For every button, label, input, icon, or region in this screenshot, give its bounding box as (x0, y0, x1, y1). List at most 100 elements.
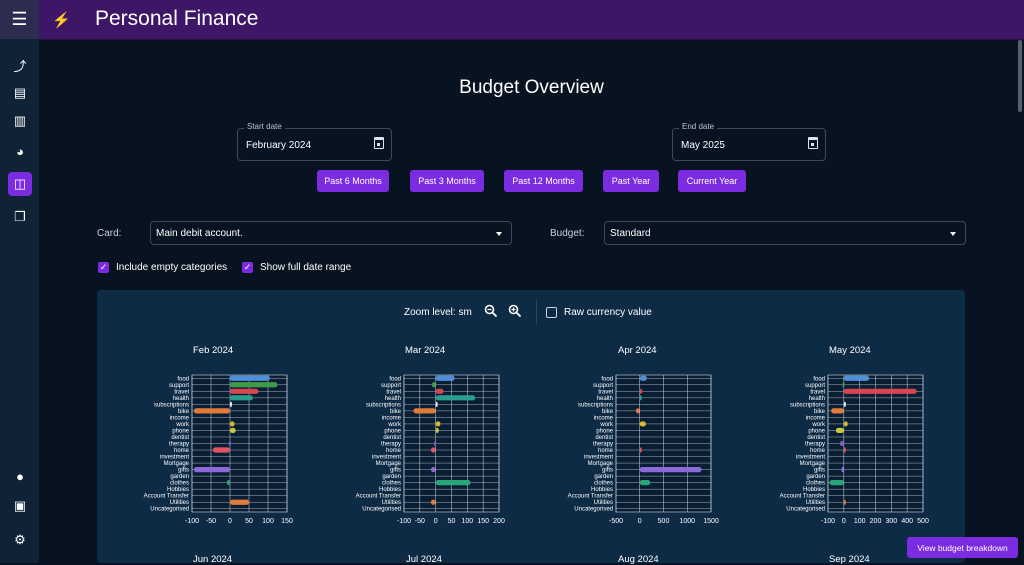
chart-title: May 2024 (829, 345, 871, 356)
category-label: gifts (178, 468, 189, 474)
category-label: dentist (595, 435, 613, 441)
category-label: work (811, 422, 826, 428)
category-label: clothes (594, 481, 613, 487)
bar (639, 447, 642, 453)
category-label: income (382, 415, 402, 421)
tick-label: -100 (821, 518, 835, 525)
budget-select[interactable]: Standard (604, 221, 966, 245)
bar (430, 499, 436, 505)
category-label: subscriptions (154, 402, 189, 408)
month-label: Jul 2024 (406, 554, 442, 565)
tick-label: 0 (842, 518, 846, 525)
preset-past-year-button[interactable]: Past Year (603, 170, 659, 192)
category-label: health (385, 396, 401, 402)
preset-past-6-months-button[interactable]: Past 6 Months (317, 170, 389, 192)
page-title: Budget Overview (459, 77, 604, 98)
tick-label: 200 (870, 518, 882, 525)
category-label: Uncategorised (362, 507, 401, 513)
category-label: gifts (602, 468, 613, 474)
category-label: Account Transfer (356, 494, 401, 500)
end-date-field[interactable]: End date May 2025 (672, 122, 826, 161)
pie-chart-icon[interactable]: ◕ (16, 143, 24, 159)
category-label: bike (178, 409, 190, 415)
budget-chart: -100 -50 0 50 100 150 foodsupporttravelhealths… (144, 374, 293, 525)
category-label: support (169, 383, 189, 389)
category-label: travel (174, 389, 189, 395)
bar (843, 388, 917, 394)
start-date-field[interactable]: Start date February 2024 (237, 122, 392, 161)
month-label: Jun 2024 (193, 554, 233, 565)
category-label: Utilities (806, 500, 825, 506)
include-empty-checkbox[interactable]: ✓ (98, 262, 109, 273)
divider (536, 300, 537, 324)
bar (835, 427, 844, 434)
category-label: Account Transfer (144, 494, 189, 500)
bar (230, 388, 259, 394)
tick-label: 50 (448, 518, 456, 525)
person-icon[interactable]: ● (16, 468, 24, 484)
bar (829, 480, 844, 486)
category-label: food (177, 376, 189, 382)
category-label: garden (806, 474, 825, 480)
full-range-checkbox[interactable]: ✓ (242, 262, 253, 273)
bar (842, 382, 845, 388)
sidebar: ⤴ ▤ ▥ ◕ ◫ ❐ ● ▣ ⚙ (0, 39, 39, 563)
trend-logo-icon: ⚡ (52, 12, 71, 29)
tick-label: 100 (262, 518, 274, 525)
category-label: Hobbies (167, 487, 189, 493)
line-chart-icon[interactable]: ⤴ (13, 58, 27, 74)
tick-label: -50 (206, 518, 216, 525)
tick-label: 500 (658, 518, 670, 525)
month-label: Sep 2024 (829, 554, 870, 565)
month-label: Aug 2024 (618, 554, 659, 565)
bar (230, 499, 249, 505)
calendar-icon[interactable] (374, 137, 384, 149)
bar (843, 421, 848, 427)
category-label: Mortgage (588, 461, 614, 467)
category-label: phone (596, 428, 613, 434)
settings-icon[interactable]: ⚙ (14, 532, 26, 547)
bar (430, 466, 436, 473)
category-label: Uncategorised (150, 507, 189, 513)
bar (435, 421, 441, 427)
bar (841, 466, 844, 473)
category-label: garden (382, 474, 401, 480)
bar (193, 408, 230, 414)
list-icon[interactable]: ▤ (13, 85, 27, 100)
budget-label: Budget: (550, 228, 585, 239)
bar (230, 427, 236, 434)
category-label: Utilities (170, 500, 189, 506)
bar (434, 440, 437, 447)
budget-chart: -500 0 500 1000 1500 foodsupporttravelhealths… (568, 374, 719, 525)
preset-past-12-months-button[interactable]: Past 12 Months (504, 170, 583, 192)
category-label: travel (598, 389, 613, 395)
preset-past-3-months-button[interactable]: Past 3 Months (410, 170, 484, 192)
card-select[interactable]: Main debit account. (150, 221, 512, 245)
scrollbar-thumb[interactable] (1018, 40, 1022, 112)
raw-currency-checkbox[interactable] (546, 307, 557, 318)
category-label: clothes (170, 481, 189, 487)
zoom-in-icon[interactable] (507, 303, 523, 319)
money-icon[interactable]: ▣ (13, 498, 27, 513)
calendar-icon[interactable] (808, 137, 818, 149)
menu-icon[interactable]: ☰ (0, 0, 39, 39)
bar (639, 421, 646, 427)
tick-label: 1500 (703, 518, 719, 525)
category-label: food (601, 376, 613, 382)
tick-label: 400 (901, 518, 913, 525)
copy-icon[interactable]: ❐ (14, 209, 26, 224)
category-label: gifts (814, 468, 825, 474)
bar (843, 401, 846, 407)
tick-label: 50 (245, 518, 253, 525)
zoom-out-icon[interactable] (483, 303, 499, 319)
view-budget-breakdown-button[interactable]: View budget breakdown (907, 537, 1018, 558)
category-label: income (170, 415, 190, 421)
category-label: investment (796, 455, 825, 461)
category-label: travel (386, 389, 401, 395)
card-label: Card: (97, 228, 122, 239)
preset-current-year-button[interactable]: Current Year (678, 170, 746, 192)
category-label: Hobbies (803, 487, 825, 493)
category-label: food (813, 376, 825, 382)
bar-chart-icon[interactable]: ▥ (13, 113, 27, 128)
compare-icon[interactable]: ◫ (8, 172, 32, 196)
